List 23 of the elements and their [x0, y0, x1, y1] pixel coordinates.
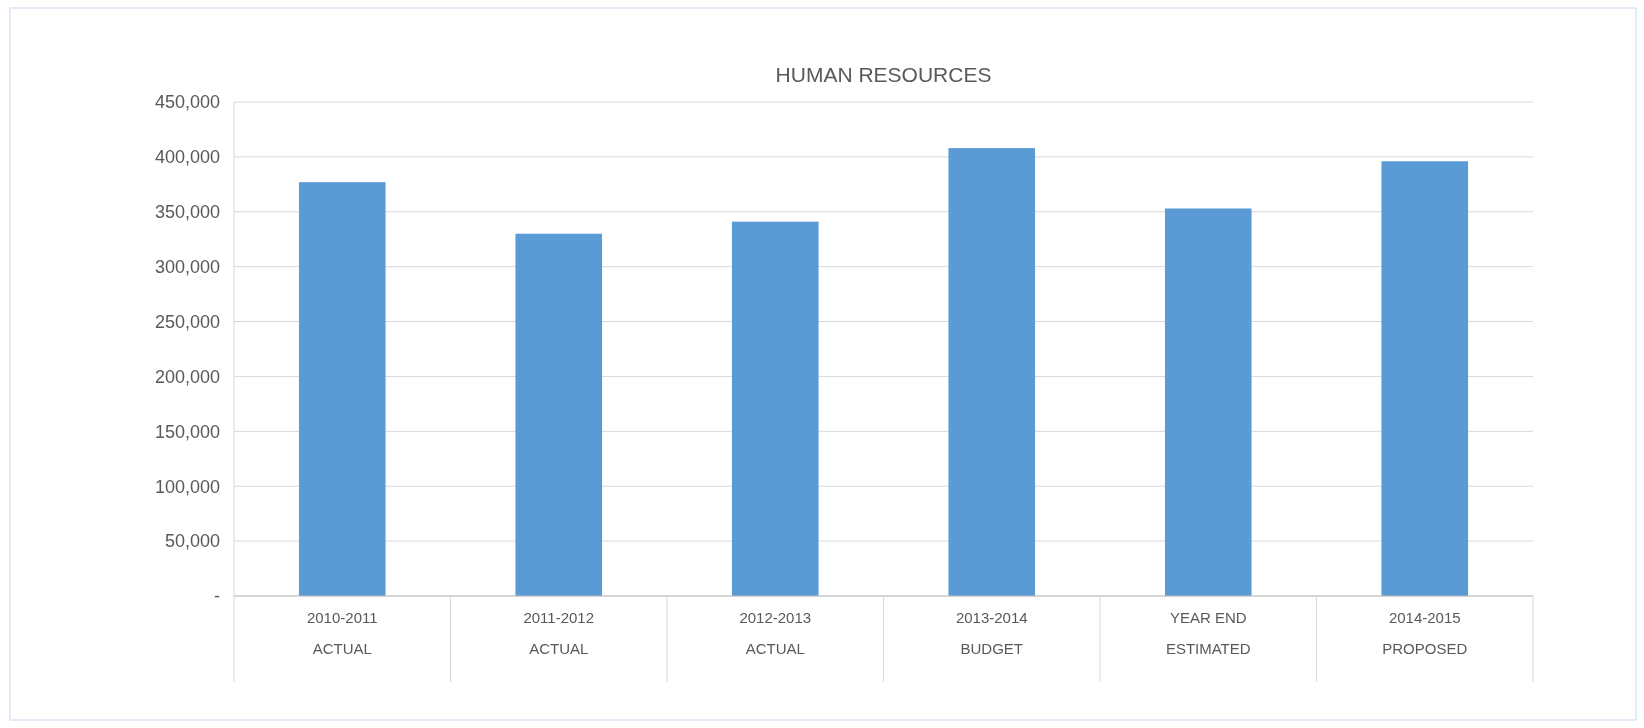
y-tick-label: 300,000 — [154, 256, 220, 277]
y-tick-label: 250,000 — [154, 311, 220, 332]
bar — [298, 182, 386, 596]
y-tick-label: 400,000 — [154, 147, 220, 168]
bar — [1381, 161, 1469, 596]
bar — [1164, 208, 1252, 596]
y-tick-label: - — [214, 586, 220, 607]
bar — [515, 233, 603, 596]
x-tick-label: 2013-2014 BUDGET — [955, 609, 1028, 658]
bar — [948, 148, 1036, 596]
y-tick-label: 200,000 — [154, 366, 220, 387]
y-tick-label: 350,000 — [154, 202, 220, 223]
y-tick-label: 100,000 — [154, 476, 220, 497]
x-tick-label: 2010-2011 ACTUAL — [306, 609, 378, 658]
chart-title: HUMAN RESOURCES — [775, 63, 992, 86]
y-tick-label: 450,000 — [154, 92, 220, 113]
x-tick-label: YEAR END ESTIMATED — [1165, 609, 1251, 658]
x-tick-label: 2014-2015 PROPOSED — [1382, 609, 1468, 658]
x-tick-label: 2011-2012 ACTUAL — [523, 609, 595, 658]
bar — [731, 221, 819, 596]
y-tick-label: 50,000 — [164, 531, 220, 552]
y-tick-label: 150,000 — [154, 421, 220, 442]
x-tick-label: 2012-2013 ACTUAL — [739, 609, 812, 658]
